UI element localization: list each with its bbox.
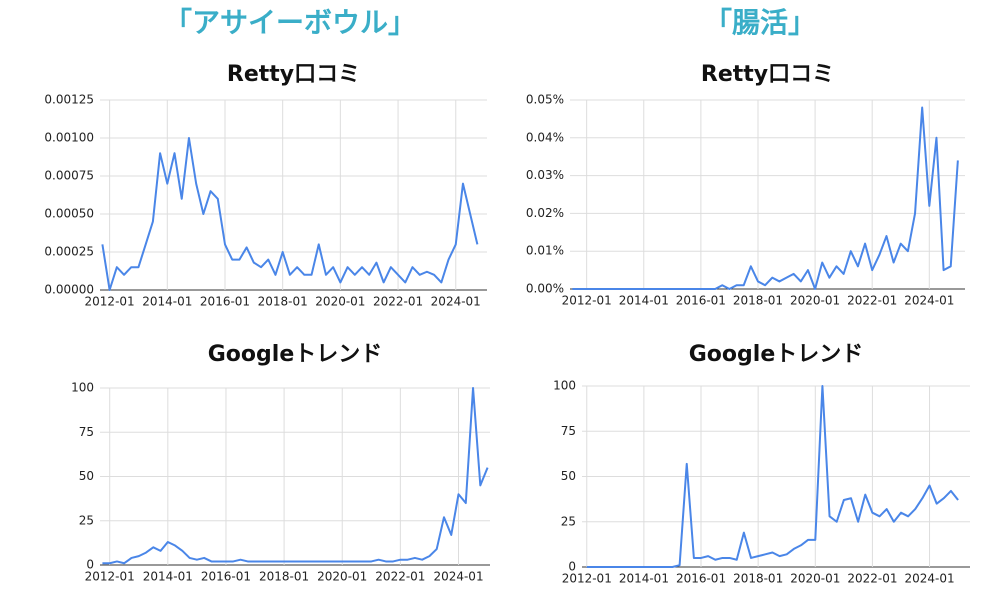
x-tick-label: 2018-01 — [259, 570, 309, 584]
x-tick-label: 2012-01 — [85, 295, 135, 309]
y-tick-label: 50 — [561, 469, 576, 483]
y-tick-label: 0.00000 — [44, 283, 94, 297]
chart-title: Retty口コミ — [701, 62, 834, 87]
x-tick-label: 2012-01 — [562, 294, 612, 308]
x-tick-label: 2014-01 — [143, 570, 193, 584]
x-tick-label: 2014-01 — [619, 294, 669, 308]
y-tick-label: 25 — [79, 513, 94, 527]
y-tick-label: 0.04% — [526, 130, 564, 144]
y-tick-label: 0.00075 — [44, 169, 94, 183]
column-heading: 「腸活」 — [704, 6, 816, 39]
x-tick-label: 2020-01 — [315, 295, 365, 309]
x-tick-label: 2020-01 — [790, 572, 840, 586]
x-tick-label: 2018-01 — [733, 572, 783, 586]
x-tick-label: 2020-01 — [790, 294, 840, 308]
chart-title: Retty口コミ — [227, 62, 360, 87]
chart-title: Googleトレンド — [208, 342, 383, 367]
y-tick-label: 0.05% — [526, 93, 564, 107]
line-series — [586, 385, 959, 568]
y-tick-label: 100 — [553, 379, 576, 393]
y-tick-label: 75 — [561, 424, 576, 438]
x-tick-label: 2018-01 — [258, 295, 308, 309]
y-tick-label: 0.00050 — [44, 207, 94, 221]
x-tick-label: 2016-01 — [201, 570, 251, 584]
x-tick-label: 2022-01 — [847, 572, 897, 586]
y-tick-label: 100 — [71, 381, 94, 395]
x-tick-label: 2022-01 — [847, 294, 897, 308]
y-tick-label: 0.01% — [526, 244, 564, 258]
y-tick-label: 0.03% — [526, 168, 564, 182]
x-tick-label: 2018-01 — [733, 294, 783, 308]
y-tick-label: 0 — [86, 558, 94, 572]
x-tick-label: 2022-01 — [375, 570, 425, 584]
column-heading: 「アサイーボウル」 — [164, 6, 416, 39]
y-tick-label: 0 — [568, 560, 576, 574]
chart-title: Googleトレンド — [689, 342, 864, 367]
x-tick-label: 2024-01 — [904, 294, 954, 308]
y-tick-label: 50 — [79, 469, 94, 483]
x-tick-label: 2012-01 — [85, 570, 135, 584]
line-series — [101, 137, 479, 291]
x-tick-label: 2024-01 — [431, 295, 481, 309]
x-tick-label: 2012-01 — [562, 572, 612, 586]
y-tick-label: 0.02% — [526, 206, 564, 220]
x-tick-label: 2024-01 — [904, 572, 954, 586]
line-series — [572, 106, 959, 290]
x-tick-label: 2020-01 — [317, 570, 367, 584]
y-tick-label: 75 — [79, 425, 94, 439]
x-tick-label: 2016-01 — [676, 294, 726, 308]
y-tick-label: 0.00100 — [44, 131, 94, 145]
y-tick-label: 25 — [561, 514, 576, 528]
x-tick-label: 2024-01 — [433, 570, 483, 584]
y-tick-label: 0.00% — [526, 282, 564, 296]
line-series — [102, 387, 489, 565]
y-tick-label: 0.00125 — [44, 93, 94, 107]
x-tick-label: 2022-01 — [373, 295, 423, 309]
x-tick-label: 2014-01 — [142, 295, 192, 309]
y-tick-label: 0.00025 — [44, 245, 94, 259]
x-tick-label: 2014-01 — [619, 572, 669, 586]
x-tick-label: 2016-01 — [676, 572, 726, 586]
x-tick-label: 2016-01 — [200, 295, 250, 309]
